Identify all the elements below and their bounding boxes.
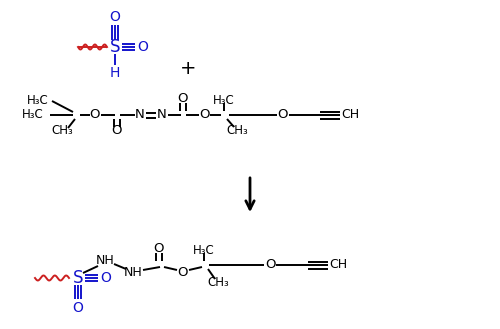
Text: O: O xyxy=(90,109,100,121)
Text: O: O xyxy=(138,40,148,54)
Text: O: O xyxy=(278,109,288,121)
Text: O: O xyxy=(265,259,275,271)
Text: O: O xyxy=(100,271,112,285)
Text: H₃C: H₃C xyxy=(213,94,235,108)
Text: CH₃: CH₃ xyxy=(226,123,248,137)
Text: O: O xyxy=(72,301,84,315)
Text: S: S xyxy=(73,269,83,287)
Text: O: O xyxy=(112,124,122,138)
Text: H: H xyxy=(110,66,120,80)
Text: H₃C: H₃C xyxy=(22,109,44,121)
Text: NH: NH xyxy=(124,266,142,279)
Text: S: S xyxy=(110,38,120,56)
Text: CH₃: CH₃ xyxy=(51,124,73,138)
Text: NH: NH xyxy=(96,255,114,267)
Text: O: O xyxy=(199,109,209,121)
Text: CH: CH xyxy=(341,109,359,121)
Text: O: O xyxy=(178,92,188,106)
Text: N: N xyxy=(157,109,167,121)
Text: O: O xyxy=(178,266,188,279)
Text: O: O xyxy=(110,10,120,24)
Text: CH: CH xyxy=(329,259,347,271)
Text: H₃C: H₃C xyxy=(27,93,49,107)
Text: O: O xyxy=(154,242,164,256)
Text: CH₃: CH₃ xyxy=(207,276,229,290)
Text: +: + xyxy=(180,59,196,78)
Text: N: N xyxy=(135,109,145,121)
Text: H₃C: H₃C xyxy=(193,243,215,257)
